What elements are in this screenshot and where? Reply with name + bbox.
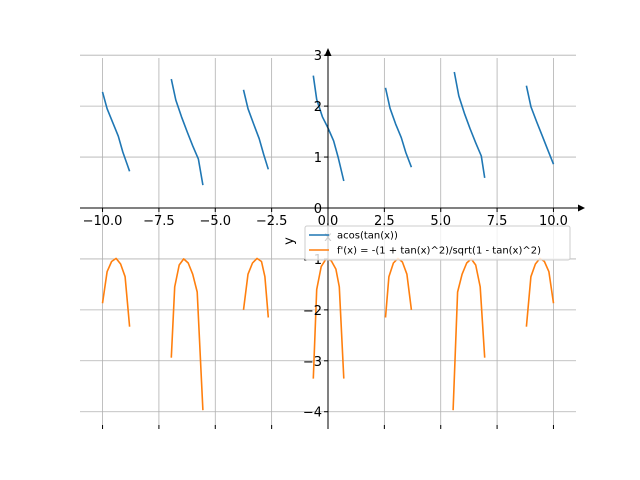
y-tick-label: −3 [303, 355, 322, 370]
y-tick-label: −2 [303, 304, 322, 319]
x-tick-label: −2.5 [256, 214, 288, 229]
legend: acos(tan(x)) f'(x) = -(1 + tan(x)^2)/sqr… [304, 225, 571, 261]
y-axis-label: y [282, 237, 297, 245]
series-1-segment [101, 257, 131, 327]
x-tick-label: −7.5 [143, 214, 175, 229]
series-1-segment [170, 258, 204, 411]
series-0-segment [384, 87, 413, 168]
series-0-segment [242, 89, 270, 170]
series-1-segment [384, 257, 413, 318]
series-0-segment [453, 71, 486, 179]
y-tick-label: 3 [314, 49, 322, 64]
y-tick-label: 2 [314, 100, 322, 115]
x-tick-label: −10.0 [83, 214, 123, 229]
legend-label-derivative: f'(x) = -(1 + tan(x)^2)/sqrt(1 - tan(x)^… [337, 246, 541, 257]
y-tick-label: 1 [314, 151, 322, 166]
x-tick-label: 10.0 [539, 214, 568, 229]
x-tick-label: 0.0 [318, 214, 339, 229]
series-0-segment [170, 78, 204, 186]
x-tick-label: −5.0 [199, 214, 231, 229]
series-0-segment [101, 91, 131, 172]
legend-label-acos: acos(tan(x)) [337, 231, 398, 242]
series-1-segment [242, 257, 270, 318]
x-axis-arrow [578, 204, 585, 212]
series-0-segment [525, 85, 555, 165]
legend-box [304, 225, 571, 261]
series-1-segment [525, 257, 555, 327]
y-tick-label: 0 [314, 202, 322, 217]
y-tick-label: −4 [303, 406, 322, 421]
ticks: −10.0−7.5−5.0−2.50.02.55.07.510.0−4−3−2−… [83, 49, 568, 429]
x-tick-label: 5.0 [430, 214, 451, 229]
x-tick-label: 7.5 [487, 214, 508, 229]
series-1-segment [452, 258, 486, 411]
y-axis-arrow [324, 48, 332, 56]
x-tick-label: 2.5 [374, 214, 395, 229]
